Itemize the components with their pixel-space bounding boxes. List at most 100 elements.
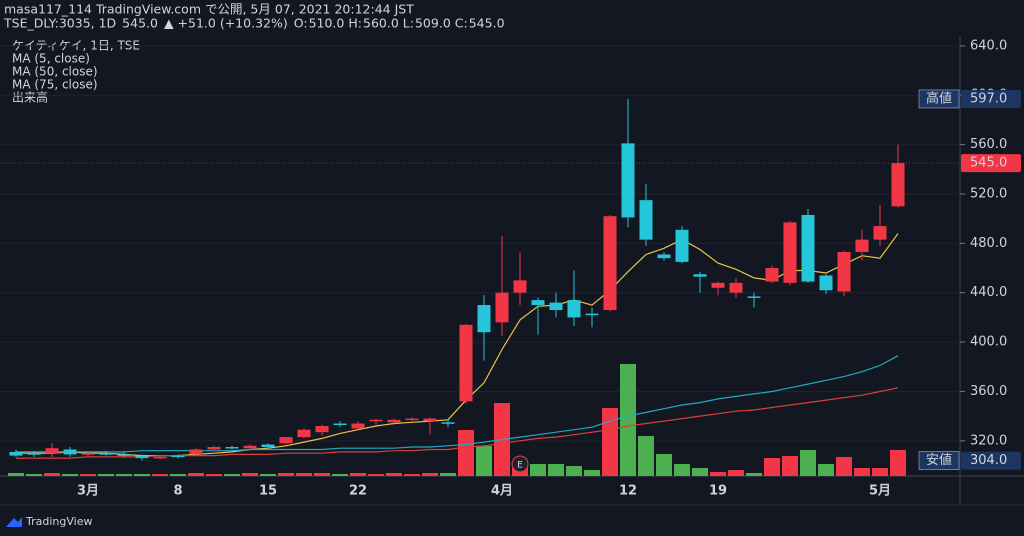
- candle-body: [297, 429, 311, 438]
- volume-bar: [8, 473, 24, 476]
- volume-bar: [98, 474, 114, 476]
- y-tick-label: 560.0: [970, 137, 1007, 152]
- volume-bar: [350, 473, 366, 476]
- annotation-value: 597.0: [970, 91, 1007, 106]
- volume-bar: [872, 468, 888, 476]
- candle-body: [603, 216, 617, 310]
- volume-bar: [710, 472, 726, 476]
- candle-body: [405, 418, 419, 421]
- candle-body: [891, 163, 905, 207]
- ma-line: [16, 355, 899, 453]
- candle-body: [819, 275, 833, 291]
- candle-body: [153, 456, 167, 459]
- price-badge: [961, 451, 1021, 470]
- volume-label: 出来高: [12, 90, 48, 105]
- volume-bar: [386, 473, 402, 476]
- y-tick-label: 400.0: [970, 335, 1007, 350]
- y-tick-label: 360.0: [970, 384, 1007, 399]
- candle-body: [585, 313, 599, 316]
- annotation-label: 高値: [926, 90, 952, 106]
- candle-body: [639, 200, 653, 240]
- volume-bar: [638, 436, 654, 476]
- ohlc-value: 560.0: [363, 16, 399, 31]
- volume-bar: [548, 464, 564, 476]
- volume-bar: [224, 474, 240, 476]
- candle-body: [243, 445, 257, 449]
- candle-body: [855, 239, 869, 252]
- candle-body: [801, 214, 815, 282]
- volume-bar: [368, 474, 384, 476]
- candle-body: [351, 423, 365, 429]
- volume-bar: [206, 474, 222, 476]
- candle-body: [27, 453, 41, 455]
- candle-body: [531, 300, 545, 306]
- candle-body: [225, 446, 239, 449]
- y-tick-label: 480.0: [970, 236, 1007, 251]
- candle-body: [333, 423, 347, 426]
- legend: MA (5, close)MA (50, close)MA (75, close…: [12, 52, 98, 92]
- price-badge: [961, 154, 1021, 173]
- earnings-marker: [511, 455, 529, 473]
- candle-body: [459, 324, 473, 402]
- volume-bar: [260, 474, 276, 476]
- candle-body: [261, 444, 275, 447]
- volume-bar: [62, 474, 78, 476]
- ohlc-key: C:: [455, 16, 468, 31]
- volume-bar: [782, 456, 798, 476]
- candle-body: [189, 449, 203, 455]
- volume-bar: [818, 464, 834, 476]
- ohlc-key: H:: [348, 16, 362, 31]
- volume-bar: [314, 473, 330, 476]
- ohlc-value: 545.0: [469, 16, 505, 31]
- volume-bar: [170, 474, 186, 476]
- candle-body: [9, 451, 23, 456]
- volume-bar: [890, 450, 906, 476]
- candle-body: [657, 254, 671, 259]
- annotation-label: 安値: [926, 452, 952, 468]
- volume-bar: [584, 470, 600, 476]
- candle-body: [729, 282, 743, 293]
- ohlc-value: 510.0: [309, 16, 345, 31]
- x-tick-label: 15: [259, 484, 277, 499]
- candle-body: [675, 229, 689, 262]
- x-tick-label: 8: [173, 484, 182, 499]
- ohlc-key: L:: [403, 16, 414, 31]
- volume-bar: [728, 470, 744, 476]
- brand-name: TradingView: [25, 515, 92, 528]
- ohlc-value: 509.0: [415, 16, 451, 31]
- y-tick-label: 640.0: [970, 38, 1007, 53]
- volume-bar: [440, 473, 456, 476]
- y-tick-label: 440.0: [970, 285, 1007, 300]
- candle-body: [81, 453, 95, 455]
- header-text: 545.0: [122, 16, 158, 31]
- volume-bar: [152, 474, 168, 476]
- candle-body: [693, 274, 707, 277]
- ohlc-key: O:: [294, 16, 308, 31]
- candle-body: [837, 251, 851, 292]
- volume-bar: [476, 446, 492, 476]
- candle-body: [765, 268, 779, 282]
- volume-bar: [332, 474, 348, 476]
- volume-bar: [530, 464, 546, 476]
- candle-body: [369, 419, 383, 422]
- candle-body: [873, 226, 887, 240]
- candle-body: [495, 292, 509, 323]
- price-badge: [961, 89, 1021, 108]
- annotation-value: 304.0: [970, 453, 1007, 468]
- volume-bar: [188, 473, 204, 476]
- y-tick-label: 520.0: [970, 186, 1007, 201]
- volume-bar: [296, 473, 312, 476]
- volume-bar: [404, 474, 420, 476]
- candle-body: [279, 437, 293, 444]
- candle-body: [315, 426, 329, 433]
- candle-body: [63, 449, 77, 455]
- candle-body: [621, 143, 635, 218]
- earnings-label: E: [517, 461, 523, 471]
- candle-body: [99, 453, 113, 455]
- candle-body: [441, 422, 455, 424]
- ma-line: [16, 387, 899, 459]
- x-tick-label: 22: [349, 484, 367, 499]
- legend-entry: MA (75, close): [12, 78, 98, 92]
- candle-body: [549, 302, 563, 310]
